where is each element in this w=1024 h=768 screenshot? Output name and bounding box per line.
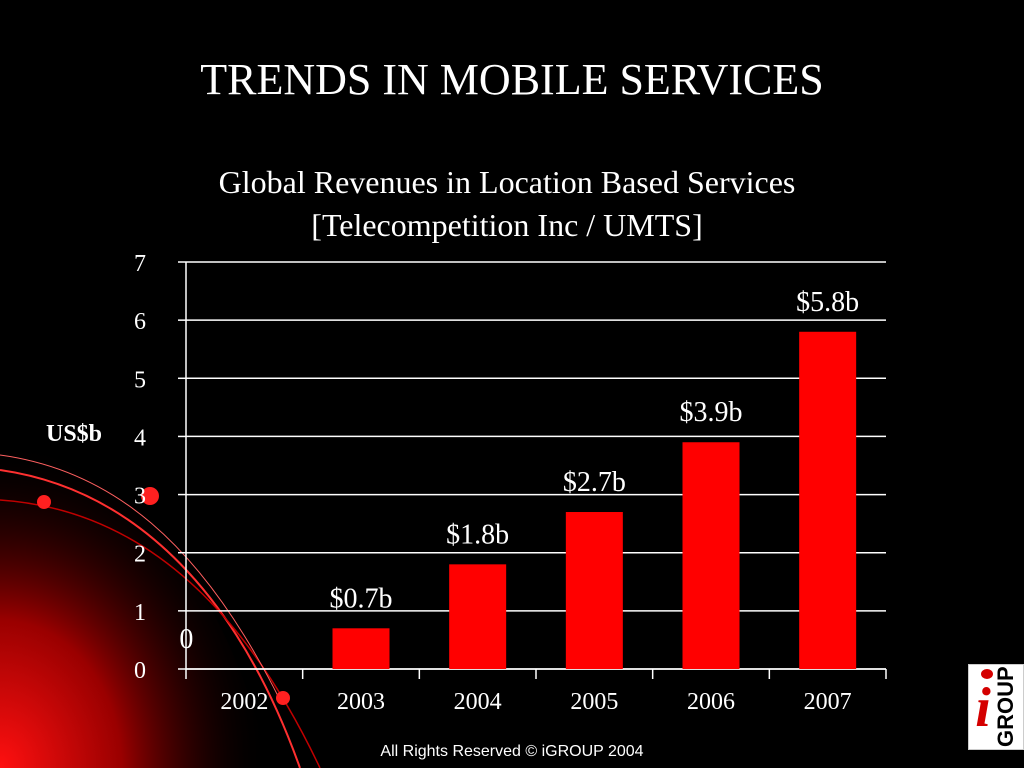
chart-subtitle: [Telecompetition Inc / UMTS] — [311, 207, 703, 243]
x-tick-label: 2002 — [220, 689, 268, 715]
decor-dot-bottom — [276, 691, 290, 705]
logo-letter: i — [975, 677, 991, 739]
decor-dot-middle — [141, 487, 159, 505]
data-label: $1.8b — [446, 519, 509, 550]
copyright-footer: All Rights Reserved © iGROUP 2004 — [380, 743, 644, 760]
y-tick-label: 3 — [134, 484, 146, 510]
bar — [682, 442, 740, 669]
bar — [799, 331, 857, 669]
x-tick-label: 2007 — [804, 689, 852, 715]
bar — [449, 564, 507, 669]
y-tick-label: 0 — [134, 658, 146, 684]
decor-dot-left — [37, 495, 51, 509]
x-tick-label: 2003 — [337, 689, 385, 715]
slide-title: TRENDS IN MOBILE SERVICES — [200, 55, 824, 104]
x-tick-label: 2006 — [687, 689, 735, 715]
data-label: $2.7b — [563, 467, 626, 498]
y-tick-label: 4 — [134, 425, 146, 451]
data-label: 0 — [179, 624, 193, 655]
y-axis-label: US$b — [46, 421, 103, 447]
logo-word: GROUP — [993, 666, 1018, 747]
logo-dot — [981, 669, 993, 679]
bar — [565, 512, 623, 669]
data-label: $5.8b — [796, 287, 859, 318]
igroup-logo: i GROUP — [968, 664, 1024, 750]
y-tick-label: 5 — [134, 367, 146, 393]
y-tick-label: 6 — [134, 309, 146, 335]
x-tick-label: 2005 — [570, 689, 618, 715]
y-tick-label: 2 — [134, 542, 146, 568]
y-tick-label: 7 — [134, 251, 146, 277]
bar — [332, 628, 390, 669]
x-tick-label: 2004 — [454, 689, 502, 715]
data-label: $0.7b — [330, 583, 393, 614]
data-label: $3.9b — [680, 397, 743, 428]
chart-title: Global Revenues in Location Based Servic… — [218, 164, 796, 200]
y-tick-label: 1 — [134, 600, 146, 626]
